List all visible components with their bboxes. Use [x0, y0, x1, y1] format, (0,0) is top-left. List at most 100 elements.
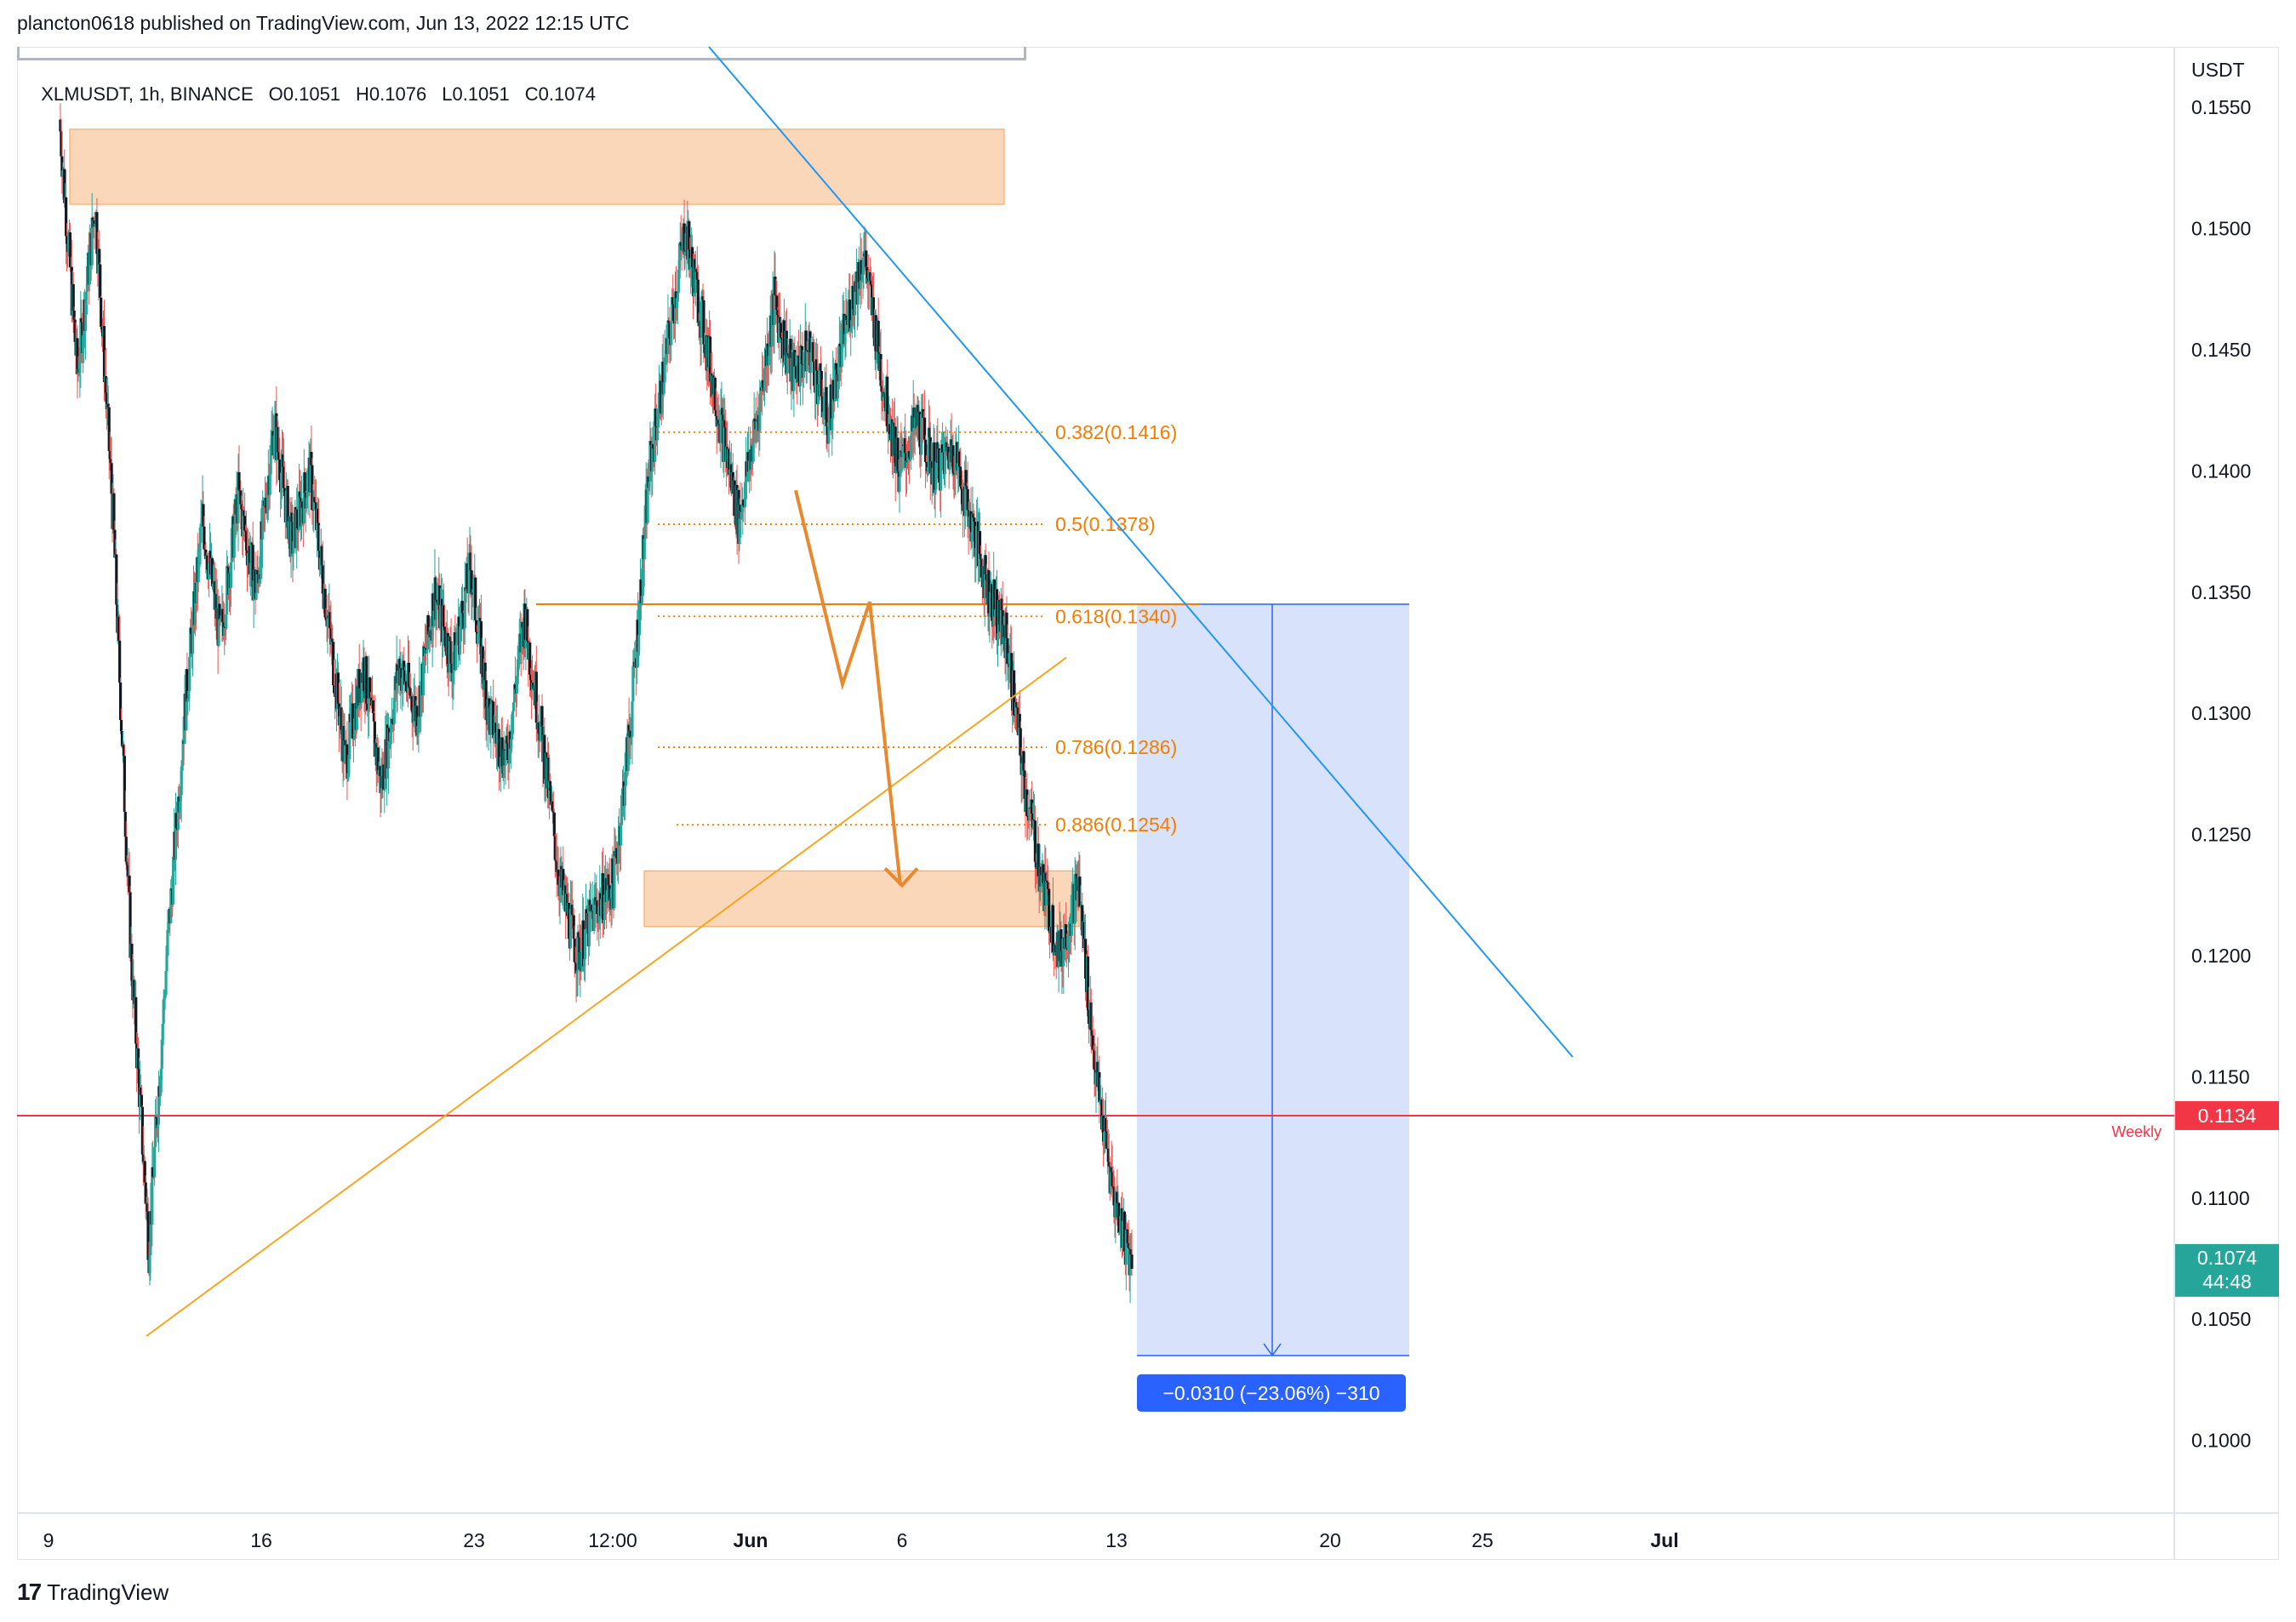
candle-body [248, 563, 252, 574]
candle-body [343, 740, 346, 762]
candle-body [287, 521, 290, 540]
candle-body [631, 665, 635, 702]
candle-body [320, 545, 323, 566]
candle-body [291, 522, 294, 554]
tradingview-logo[interactable]: 17 TradingView [17, 1579, 168, 1606]
candle-body [172, 856, 175, 905]
candle-body [963, 470, 967, 517]
candle-body [851, 285, 855, 310]
price-tick-label: 0.1150 [2191, 1065, 2250, 1088]
candle-body [243, 516, 247, 530]
candle-body [422, 646, 426, 695]
price-axis-unit: USDT [2191, 59, 2245, 81]
candle-body [785, 330, 788, 374]
candle-body [974, 547, 978, 557]
time-tick-label: 16 [250, 1529, 272, 1551]
candle-body [377, 769, 380, 774]
candle-body [140, 1106, 144, 1155]
candle-body [1025, 789, 1029, 816]
symbol-legend[interactable]: XLMUSDT, 1h, BINANCE O0.1051 H0.1076 L0.105… [31, 61, 611, 106]
candle-body [499, 766, 502, 769]
candle-body [160, 1039, 163, 1069]
candle-body [386, 728, 391, 769]
candle-body [373, 721, 376, 757]
candle-body [269, 444, 272, 475]
candle-body [109, 459, 112, 464]
candle-body [615, 848, 619, 859]
weekly-price-badge [2175, 1100, 2279, 1130]
candle-body [918, 411, 922, 447]
candle-body [689, 258, 693, 270]
candle-body [392, 697, 396, 724]
candle-body [551, 811, 555, 813]
candle-body [775, 295, 779, 310]
candle-body [572, 915, 575, 939]
candle-body [204, 549, 208, 560]
candle-body [1078, 877, 1082, 907]
candle-body [94, 223, 97, 227]
candle-body [134, 997, 138, 1044]
candle-body [762, 368, 767, 391]
chart-frame[interactable] [17, 47, 2279, 1560]
candle-body [583, 958, 586, 967]
candle-body [987, 570, 991, 617]
candle-body [613, 850, 616, 909]
candle-body [115, 554, 118, 605]
candle-body [1048, 888, 1051, 932]
candle-body [629, 730, 632, 739]
candle-body [780, 323, 783, 338]
candle-body [940, 449, 943, 491]
candle-body [151, 1167, 155, 1177]
candle-body [568, 908, 573, 949]
candle-body [651, 444, 654, 471]
candle-body [841, 319, 844, 330]
candle-body [305, 498, 308, 509]
candle-body [117, 616, 121, 641]
candle-body [1112, 1186, 1116, 1206]
candle-body [169, 888, 173, 923]
candle-body [733, 480, 736, 517]
candle-body [762, 380, 765, 388]
candle-body [208, 563, 211, 580]
candle-body [607, 874, 610, 886]
candle-body [1065, 924, 1068, 950]
candle-body [141, 1154, 145, 1162]
candle-body [853, 281, 857, 316]
candle-body [255, 570, 259, 593]
candle-body [869, 271, 872, 281]
candle-body [820, 370, 823, 397]
candle-body [656, 419, 660, 428]
candle-body [129, 892, 132, 958]
candle-body [312, 497, 316, 511]
candle-body [702, 300, 705, 345]
candle-body [973, 517, 976, 522]
bar-countdown: 44:48 [2202, 1271, 2252, 1293]
candle-body [408, 688, 412, 700]
candle-body [214, 594, 218, 619]
candle-body [605, 890, 608, 902]
candle-body [316, 508, 320, 523]
candle-body [782, 320, 786, 363]
candle-body [516, 667, 519, 677]
candle-body [813, 362, 816, 386]
candle-body [426, 615, 430, 635]
candle-body [311, 465, 314, 511]
candle-body [830, 384, 833, 431]
candle-body [348, 713, 351, 759]
measure-label-text: −0.0310 (−23.06%) −310 [1162, 1382, 1379, 1404]
candle-body [631, 701, 634, 737]
candle-body [490, 700, 494, 705]
candle-body [65, 197, 68, 237]
candle-body [849, 328, 853, 332]
candle-body [905, 460, 909, 468]
candle-body [1023, 770, 1026, 799]
candle-body [975, 525, 979, 548]
candle-body [993, 579, 997, 617]
candle-body [825, 426, 829, 436]
candle-body [991, 584, 994, 621]
candle-body [133, 979, 136, 1004]
price-tick-label: 0.1250 [2191, 824, 2251, 846]
candle-body [491, 700, 494, 702]
candle-body [344, 740, 347, 746]
